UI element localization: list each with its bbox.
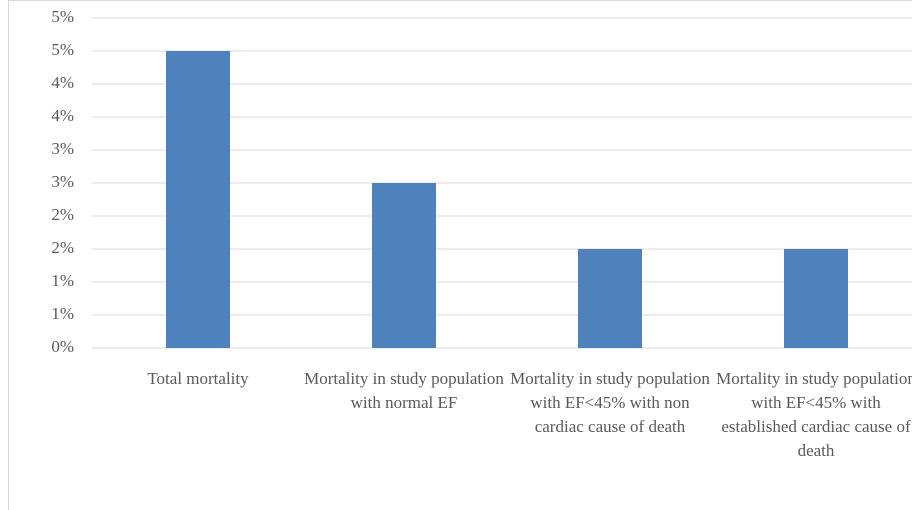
y-tick-label: 1% bbox=[51, 304, 74, 323]
bar bbox=[578, 249, 642, 348]
y-tick-label: 2% bbox=[51, 238, 74, 257]
bar bbox=[166, 51, 230, 348]
y-tick-label: 5% bbox=[51, 7, 74, 26]
y-tick-label: 5% bbox=[51, 40, 74, 59]
bar bbox=[372, 183, 436, 348]
y-tick-label: 0% bbox=[51, 337, 74, 356]
x-tick-label: Total mortality bbox=[147, 369, 249, 388]
y-tick-label: 4% bbox=[51, 73, 74, 92]
x-tick-label: Mortality in study population with EF<45… bbox=[510, 369, 710, 436]
y-tick-label: 2% bbox=[51, 205, 74, 224]
y-tick-label: 3% bbox=[51, 172, 74, 191]
y-tick-label: 1% bbox=[51, 271, 74, 290]
chart-border bbox=[8, 0, 912, 510]
y-tick-label: 4% bbox=[51, 106, 74, 125]
x-tick-label: Mortality in study population with EF<45… bbox=[716, 369, 912, 460]
y-tick-label: 3% bbox=[51, 139, 74, 158]
bar bbox=[784, 249, 848, 348]
x-tick-label: Mortality in study population with norma… bbox=[304, 369, 504, 412]
